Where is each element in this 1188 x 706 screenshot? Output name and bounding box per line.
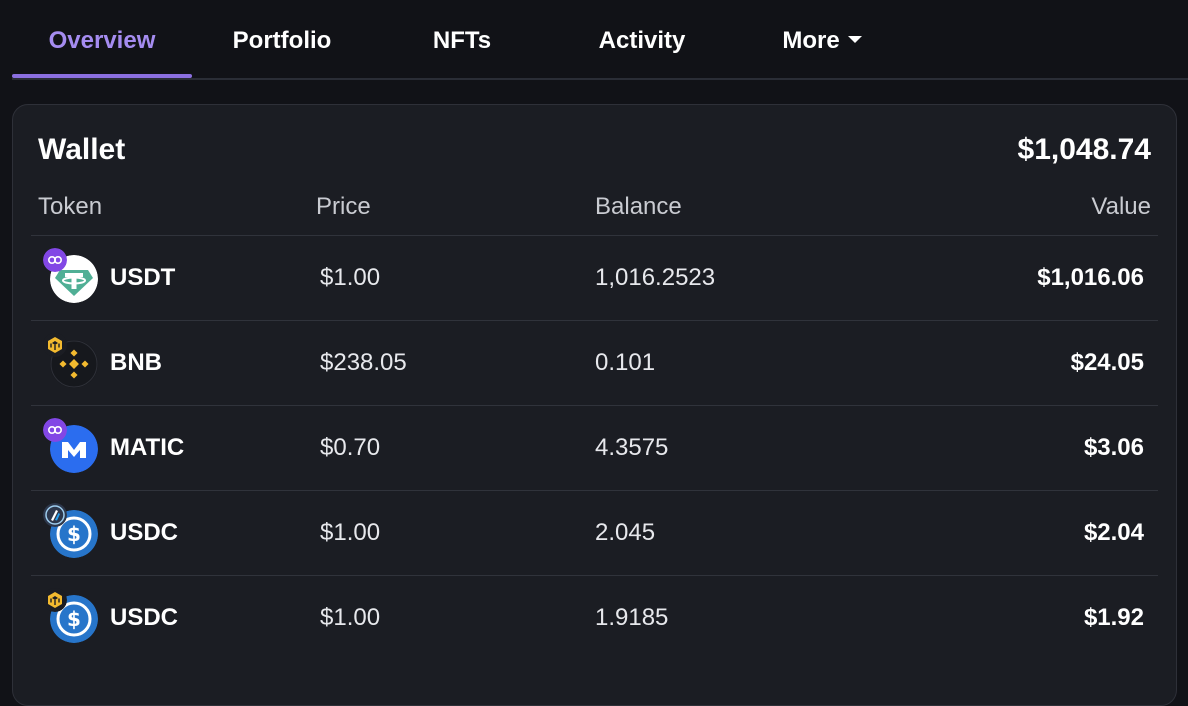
arbitrum-chain-icon: [43, 503, 67, 527]
token-value: $1,016.06: [1037, 264, 1144, 291]
polygon-chain-icon: [43, 418, 67, 442]
column-header-price[interactable]: Price: [316, 193, 371, 220]
tab-overview[interactable]: Overview: [48, 27, 156, 54]
column-header-token[interactable]: Token: [38, 193, 103, 220]
svg-text:$: $: [67, 522, 81, 546]
token-symbol: USDC: [110, 519, 179, 546]
token-price: $1.00: [320, 519, 381, 546]
token-value: $24.05: [1070, 349, 1144, 376]
token-symbol: MATIC: [110, 434, 185, 461]
tab-more[interactable]: More: [732, 0, 912, 80]
tab-bar-divider: [12, 78, 1188, 80]
active-tab-indicator: [12, 74, 192, 78]
tab-activity[interactable]: Activity: [598, 27, 686, 54]
token-row[interactable]: MATIC $0.70 4.3575 $3.06: [31, 405, 1158, 491]
token-balance: 0.101: [595, 349, 656, 376]
svg-text:$: $: [67, 607, 81, 631]
token-price: $1.00: [320, 604, 381, 631]
bnb-chain-icon: [43, 588, 67, 612]
bnb-chain-icon: [43, 333, 67, 357]
wallet-card: Wallet $1,048.74 Token Price Balance Val…: [12, 104, 1177, 706]
token-row[interactable]: USDT $1.00 1,016.2523 $1,016.06: [31, 235, 1158, 321]
token-row[interactable]: $ USDC $1.00 1.9185 $1.92: [31, 575, 1158, 661]
token-value: $1.92: [1083, 604, 1144, 631]
token-price: $0.70: [320, 434, 381, 461]
polygon-chain-icon: [43, 248, 67, 272]
token-value: $2.04: [1083, 519, 1144, 546]
top-tab-bar: Overview Portfolio NFTs Activity More: [0, 0, 1188, 80]
token-balance: 1,016.2523: [595, 264, 716, 291]
token-balance: 2.045: [595, 519, 656, 546]
token-symbol: USDT: [110, 264, 176, 291]
caret-down-icon: [847, 36, 862, 44]
column-header-balance[interactable]: Balance: [595, 193, 682, 220]
token-balance: 1.9185: [595, 604, 669, 631]
wallet-total-value: $1,048.74: [1017, 133, 1151, 166]
token-row[interactable]: BNB $238.05 0.101 $24.05: [31, 320, 1158, 406]
token-price: $1.00: [320, 264, 381, 291]
wallet-title: Wallet: [38, 133, 126, 166]
token-balance: 4.3575: [595, 434, 669, 461]
tab-portfolio[interactable]: Portfolio: [232, 27, 332, 54]
token-price: $238.05: [320, 349, 407, 376]
column-header-value[interactable]: Value: [1091, 193, 1151, 220]
tab-more-label: More: [782, 27, 840, 54]
tab-nfts[interactable]: NFTs: [432, 27, 492, 54]
token-symbol: USDC: [110, 604, 179, 631]
token-row[interactable]: $ USDC $1.00 2.045 $2.04: [31, 490, 1158, 576]
token-value: $3.06: [1083, 434, 1144, 461]
token-symbol: BNB: [110, 349, 162, 376]
